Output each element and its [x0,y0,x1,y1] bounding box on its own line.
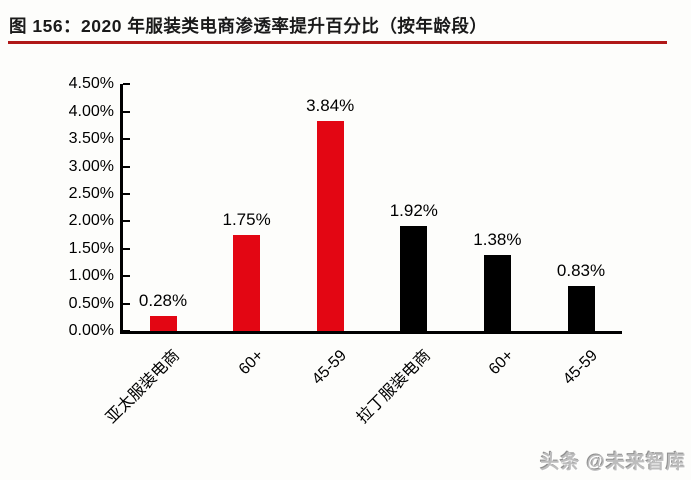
bar [567,285,595,331]
y-axis-tick-label: 0.50% [68,294,114,312]
y-axis-tick-label: 3.50% [68,130,114,148]
y-axis-tick [123,275,130,278]
y-axis-tick [123,138,130,141]
bar-value-label: 1.38% [473,230,522,250]
y-axis-tick [123,110,130,113]
watermark: 头条 @未来智库 [540,452,686,473]
x-axis-line [120,331,622,334]
bar [149,315,177,331]
y-axis-tick [123,302,130,305]
y-axis-tick [123,193,130,195]
y-axis-tick-label: 2.50% [68,185,114,202]
bar-value-label: 0.28% [138,290,188,310]
y-axis-tick-label: 1.00% [68,267,114,285]
bar-value-label: 1.75% [222,210,271,230]
y-axis-tick [123,247,130,250]
y-axis-tick [123,220,130,223]
bar [233,235,261,331]
bar-value-label: 1.92% [389,200,438,220]
y-axis-tick-label: 3.00% [68,157,114,175]
bar-value-label: 3.84% [306,95,355,115]
bar [400,225,428,331]
y-axis-tick-label: 4.50% [68,75,114,93]
title-underline [8,41,667,44]
bar [316,120,344,331]
y-axis-tick-label: 2.00% [68,212,114,230]
y-axis-tick [123,165,130,168]
y-axis-tick [123,330,130,332]
figure-title: 图 156：2020 年服装类电商渗透率提升百分比（按年龄段） [9,16,488,36]
y-axis-tick [123,83,130,86]
y-axis-line [120,84,123,334]
y-axis-tick-label: 0.00% [68,322,114,339]
bar-value-label: 0.83% [556,260,606,280]
y-axis-tick-label: 4.00% [68,102,114,120]
bar [483,255,511,331]
y-axis-tick-label: 1.50% [68,239,114,257]
